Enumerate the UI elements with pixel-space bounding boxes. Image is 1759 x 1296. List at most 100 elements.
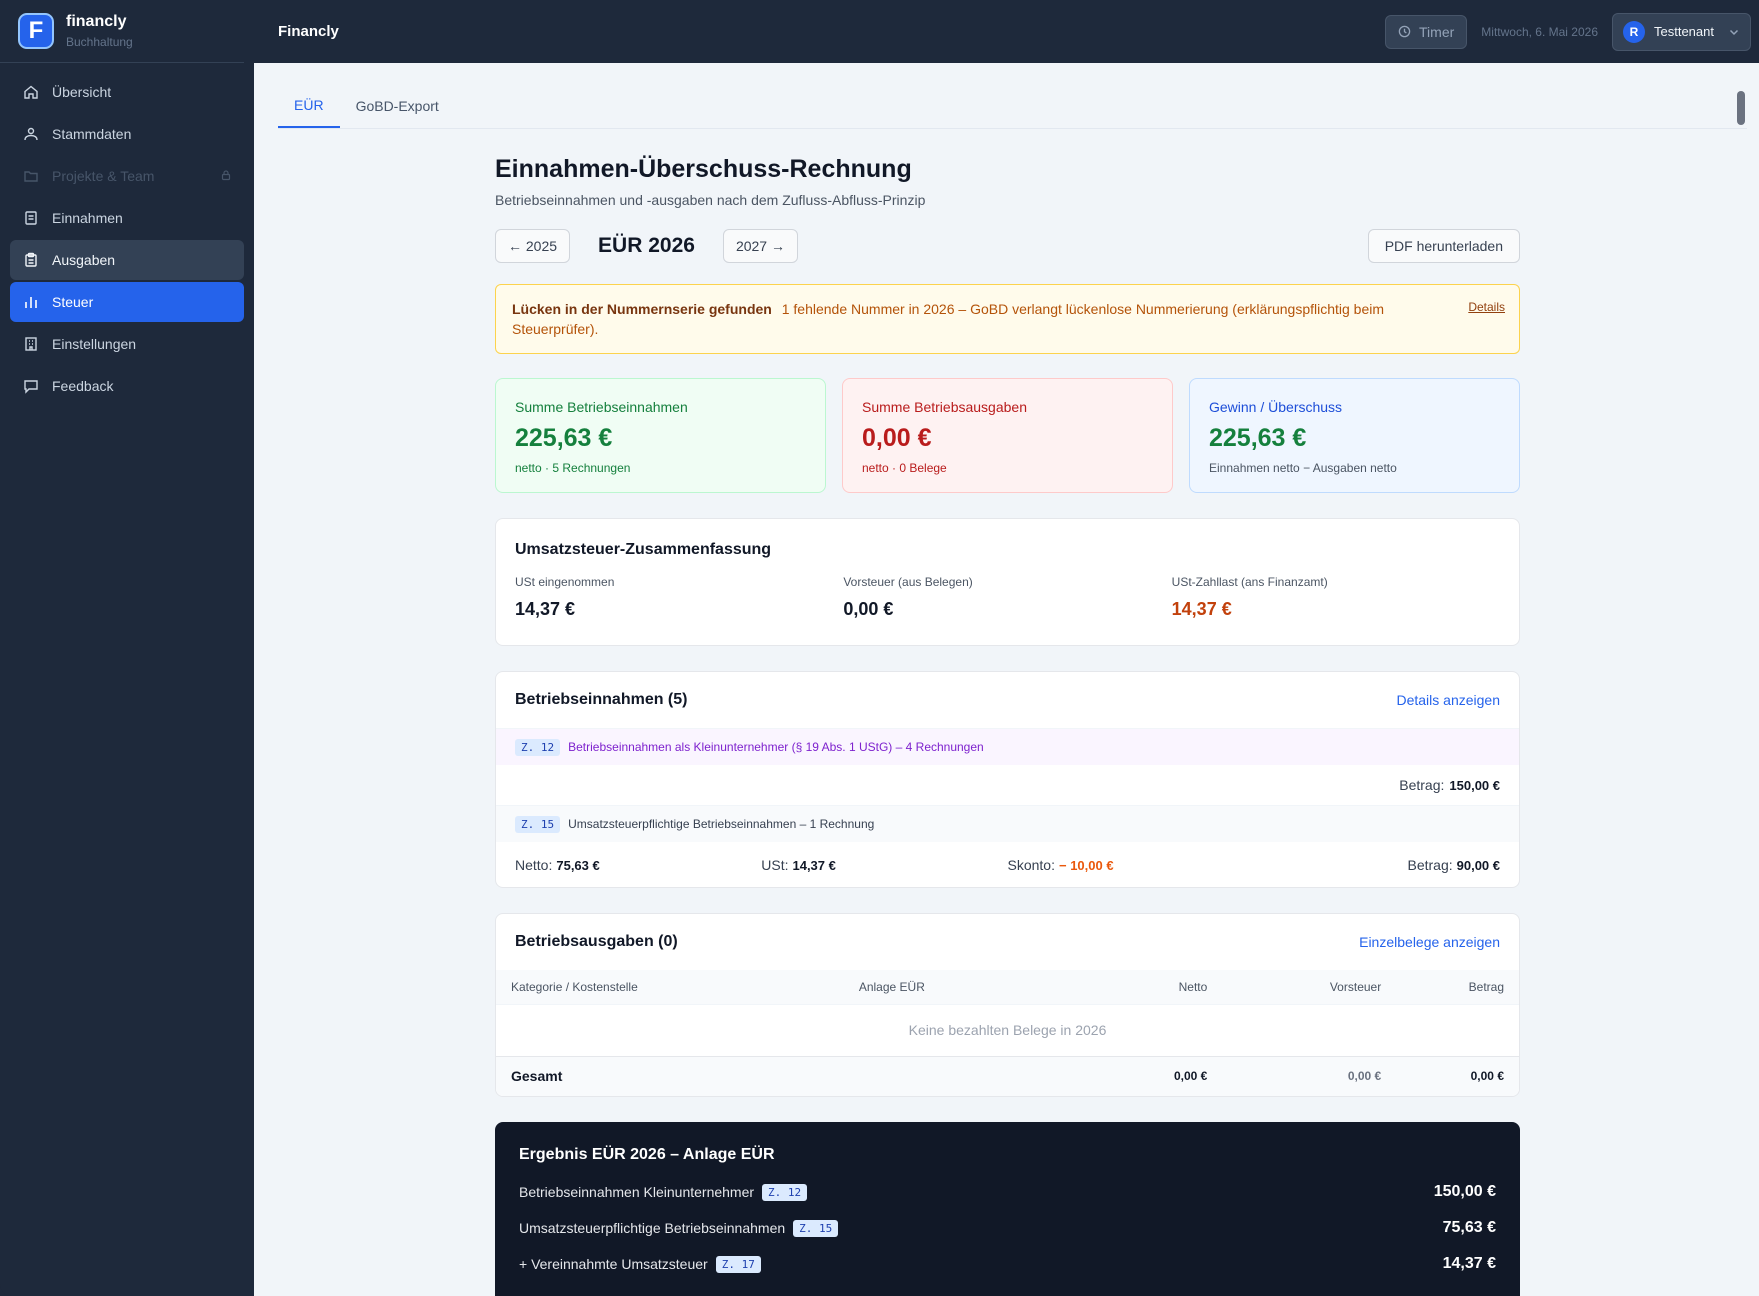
tenant-switcher[interactable]: R Testtenant — [1612, 12, 1751, 51]
sidebar-item-steuer[interactable]: Steuer — [10, 282, 244, 322]
input-tax-label: Vorsteuer (aus Belegen) — [843, 575, 973, 589]
expense-table: Kategorie / Kostenstelle Anlage EÜR Nett… — [496, 970, 1519, 1096]
sidebar-item-label: Steuer — [52, 294, 94, 310]
timer-button[interactable]: Timer — [1385, 14, 1468, 49]
app-title: Financly — [278, 23, 339, 40]
main-content: EÜR GoBD-Export Einnahmen-Überschuss-Rec… — [254, 63, 1759, 1296]
financly-logo: F — [18, 13, 54, 49]
sidebar-item-projekte[interactable]: Projekte & Team — [10, 156, 244, 196]
bar-chart-icon — [22, 293, 40, 311]
ust-label: USt: — [761, 856, 789, 873]
vat-payable-label: USt-Zahllast (ans Finanzamt) — [1171, 575, 1328, 589]
stat-label: Gewinn / Überschuss — [1209, 399, 1343, 415]
scrollbar[interactable] — [1737, 91, 1745, 125]
brand[interactable]: F financly Buchhaltung — [0, 0, 244, 63]
total-label: Gesamt — [496, 1055, 844, 1096]
total-vorsteuer: 0,00 € — [1222, 1055, 1397, 1096]
expense-stat-card: Summe Betriebsausgaben 0,00 € netto · 0 … — [842, 378, 1173, 493]
message-icon — [22, 377, 40, 395]
income-line-z12: Z. 12 Betriebseinnahmen als Kleinunterne… — [496, 728, 1519, 765]
prev-year-button[interactable]: ← 2025 — [495, 229, 571, 263]
income-details-link[interactable]: Details anzeigen — [1396, 692, 1500, 708]
amount-label: Betrag: — [1407, 856, 1453, 873]
alert-title: Lücken in der Nummernserie gefunden — [512, 301, 772, 317]
sidebar-item-feedback[interactable]: Feedback — [10, 366, 244, 406]
alert-details-link[interactable]: Details — [1468, 300, 1505, 314]
income-section-title: Betriebseinnahmen (5) — [515, 691, 688, 708]
home-icon — [22, 83, 40, 101]
income-line-z15: Z. 15 Umsatzsteuerpflichtige Betriebsein… — [496, 805, 1519, 842]
stat-note: Einnahmen netto − Ausgaben netto — [1209, 461, 1397, 475]
result-row: Umsatzsteuerpflichtige Betriebseinnahmen… — [519, 1210, 1496, 1246]
income-z12-amount: Betrag: 150,00 € — [496, 765, 1519, 805]
sidebar-item-ausgaben[interactable]: Ausgaben — [10, 240, 244, 280]
brand-name: financly — [66, 13, 127, 30]
clock-icon — [1398, 25, 1411, 38]
page-subtitle: Betriebseinnahmen und -ausgaben nach dem… — [495, 192, 926, 208]
stat-note: netto · 5 Rechnungen — [515, 461, 631, 475]
next-year-button[interactable]: 2027 → — [722, 229, 798, 263]
lock-icon — [220, 168, 232, 184]
result-title: Ergebnis EÜR 2026 – Anlage EÜR — [519, 1146, 775, 1163]
amount-value: 150,00 € — [1449, 777, 1500, 793]
line-badge: Z. 12 — [762, 1183, 808, 1201]
line-badge: Z. 12 — [515, 738, 561, 756]
ust-value: 14,37 € — [792, 857, 836, 873]
result-row-label: + Vereinnahmte Umsatzsteuer — [519, 1256, 708, 1272]
result-row: + Vereinnahmte Umsatzsteuer Z. 17 14,37 … — [519, 1246, 1496, 1282]
folder-icon — [22, 167, 40, 185]
number-gap-alert: Lücken in der Nummernserie gefunden 1 fe… — [495, 284, 1520, 354]
result-row: Betriebseinnahmen Kleinunternehmer Z. 12… — [519, 1174, 1496, 1210]
profit-stat-card: Gewinn / Überschuss 225,63 € Einnahmen n… — [1189, 378, 1520, 493]
result-row-amount: 75,63 € — [1442, 1219, 1496, 1236]
receipt-icon — [22, 209, 40, 227]
current-date: Mittwoch, 6. Mai 2026 — [1481, 24, 1598, 39]
result-row-amount: 14,37 € — [1442, 1255, 1496, 1272]
tenant-name: Testtenant — [1654, 24, 1714, 39]
empty-state: Keine bezahlten Belege in 2026 — [496, 1003, 1519, 1056]
sidebar-item-label: Projekte & Team — [52, 168, 155, 184]
sidebar-item-stammdaten[interactable]: Stammdaten — [10, 114, 244, 154]
line-badge: Z. 17 — [715, 1255, 761, 1273]
sidebar: F financly Buchhaltung Übersicht Stammda… — [0, 0, 254, 1296]
timer-label: Timer — [1419, 23, 1455, 40]
summary-stats: Summe Betriebseinnahmen 225,63 € netto ·… — [495, 378, 1520, 493]
line-description: Umsatzsteuerpflichtige Betriebseinnahmen… — [568, 817, 875, 831]
current-year-label: EÜR 2026 — [598, 234, 695, 257]
column-header: Vorsteuer — [1329, 979, 1382, 994]
total-row: Gesamt 0,00 € 0,00 € 0,00 € — [496, 1055, 1519, 1096]
column-header: Anlage EÜR — [858, 979, 925, 994]
vat-summary-card: Umsatzsteuer-Zusammenfassung USt eingeno… — [495, 518, 1520, 646]
stat-note: netto · 0 Belege — [862, 461, 947, 475]
netto-label: Netto: — [515, 856, 553, 873]
sidebar-item-einnahmen[interactable]: Einnahmen — [10, 198, 244, 238]
vat-summary-title: Umsatzsteuer-Zusammenfassung — [515, 541, 772, 558]
line-badge: Z. 15 — [515, 815, 561, 833]
building-icon — [22, 335, 40, 353]
sidebar-item-einstellungen[interactable]: Einstellungen — [10, 324, 244, 364]
sidebar-item-uebersicht[interactable]: Übersicht — [10, 72, 244, 112]
sidebar-item-label: Stammdaten — [52, 126, 132, 142]
result-row-label: Umsatzsteuerpflichtige Betriebseinnahmen — [519, 1220, 786, 1236]
vat-collected-label: USt eingenommen — [515, 575, 615, 589]
tab-gobd-export[interactable]: GoBD-Export — [355, 97, 439, 114]
result-row-label: Betriebseinnahmen Kleinunternehmer — [519, 1184, 755, 1200]
line-description: Betriebseinnahmen als Kleinunternehmer (… — [568, 740, 984, 754]
income-section-card: Betriebseinnahmen (5) Details anzeigen Z… — [495, 671, 1520, 888]
column-header: Kategorie / Kostenstelle — [511, 979, 638, 994]
line-badge: Z. 15 — [793, 1219, 839, 1237]
sidebar-item-label: Übersicht — [52, 84, 112, 100]
vat-payable-value: 14,37 € — [1171, 599, 1232, 619]
alert-text: 1 fehlende Nummer in 2026 – GoBD verlang… — [512, 301, 1385, 337]
income-z15-breakdown: Netto: 75,63 € USt: 14,37 € Skonto: − 10,00… — [496, 842, 1519, 887]
tab-euer[interactable]: EÜR — [278, 83, 340, 128]
chevron-down-icon — [1729, 29, 1739, 35]
income-stat-card: Summe Betriebseinnahmen 225,63 € netto ·… — [495, 378, 826, 493]
pdf-download-button[interactable]: PDF herunterladen — [1367, 229, 1520, 263]
euer-content: Einnahmen-Überschuss-Rechnung Betriebsei… — [495, 153, 1520, 1296]
sidebar-item-label: Ausgaben — [52, 252, 116, 268]
skonto-value: − 10,00 € — [1058, 857, 1114, 873]
stat-label: Summe Betriebsausgaben — [862, 399, 1027, 415]
receipts-link[interactable]: Einzelbelege anzeigen — [1359, 934, 1500, 950]
vat-collected-value: 14,37 € — [515, 599, 576, 619]
